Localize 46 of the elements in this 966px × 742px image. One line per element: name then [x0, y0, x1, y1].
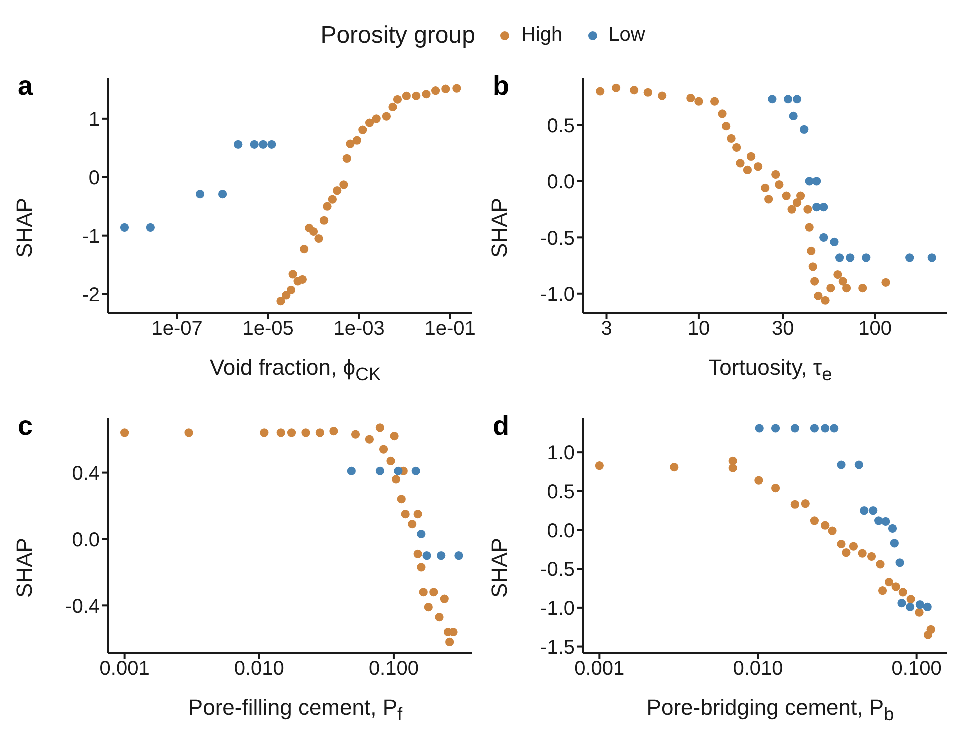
y-tick-label: 0.0 — [547, 520, 575, 542]
legend-label: Low — [608, 24, 646, 47]
chart-title: c — [18, 411, 34, 442]
x-axis-title: Pore-bridging cement, P$_{b}$ — [646, 695, 896, 726]
x-axis-title: Pore-filling cement, P$_{f}$ — [187, 695, 404, 726]
chart-title: d — [493, 411, 510, 442]
x-tick-label: 0.100 — [368, 658, 420, 680]
y-tick-label: 1 — [88, 109, 100, 132]
y-tick-label: -1.5 — [540, 636, 575, 659]
y-axis-title: SHAP — [12, 538, 38, 598]
y-axis-title: SHAP — [487, 198, 513, 258]
y-tick-label: -0.5 — [540, 559, 575, 582]
x-axis-title: Tortuosity, τ$_{e}$ — [708, 355, 834, 386]
x-tick-label: 0.010 — [234, 658, 284, 680]
y-tick-label: -1.0 — [540, 598, 575, 620]
x-tick-label: 1e-03 — [334, 318, 385, 340]
y-tick-label: -2 — [82, 284, 100, 306]
x-tick-label: 1e-05 — [242, 318, 294, 340]
x-tick-label: 3 — [601, 318, 612, 340]
y-tick-label: 0.4 — [72, 462, 100, 485]
y-tick-label: -0.5 — [540, 228, 575, 250]
x-tick-label: 0.100 — [892, 658, 942, 680]
chart-title: a — [18, 71, 34, 102]
y-tick-label: -0.4 — [66, 596, 100, 618]
y-tick-label: 0 — [88, 167, 100, 190]
y-tick-label: 0.5 — [547, 482, 575, 504]
y-axis-title: SHAP — [12, 198, 38, 258]
x-tick-label: 1e-01 — [424, 318, 476, 340]
x-tick-label: 10 — [688, 318, 710, 340]
x-tick-label: 0.001 — [100, 658, 150, 680]
chart-title: b — [493, 71, 510, 102]
y-axis-title: SHAP — [487, 538, 513, 598]
x-tick-label: 30 — [772, 318, 794, 340]
x-tick-label: 0.001 — [574, 658, 625, 680]
legend-label: High — [521, 24, 563, 47]
x-tick-label: 100 — [858, 318, 892, 340]
legend-title: Porosity group — [320, 22, 476, 50]
x-tick-label: 0.010 — [733, 658, 784, 680]
x-axis-title: Void fraction, ϕ$_{CK}$ — [208, 355, 382, 386]
y-tick-label: 0.0 — [547, 172, 575, 194]
y-tick-label: -1 — [82, 226, 100, 248]
y-tick-label: 1.0 — [547, 442, 575, 465]
y-tick-label: -1.0 — [540, 284, 575, 306]
y-tick-label: 0.0 — [72, 529, 100, 552]
x-tick-label: 1e-07 — [152, 318, 203, 340]
y-tick-label: 0.5 — [547, 115, 575, 138]
